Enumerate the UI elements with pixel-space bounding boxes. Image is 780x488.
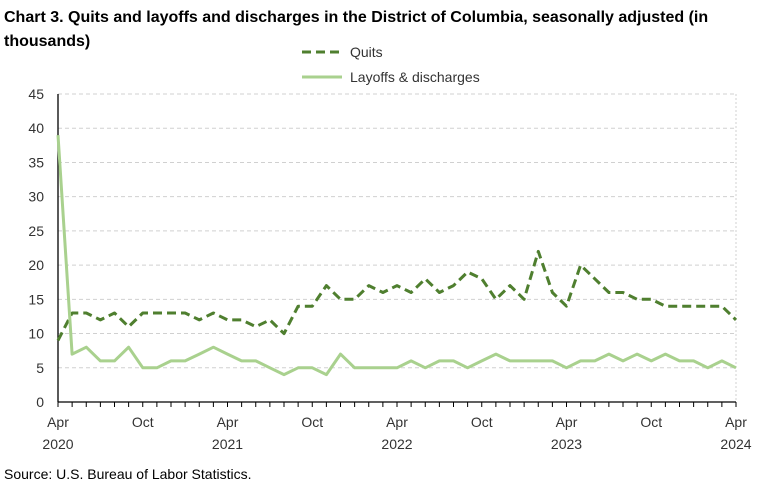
y-tick-label: 0	[36, 394, 44, 410]
legend-label: Layoffs & discharges	[350, 69, 480, 85]
x-tick-label: Oct	[640, 414, 662, 430]
x-tick-label: Apr	[556, 414, 578, 430]
x-tick-year-label: 2023	[551, 436, 582, 452]
series-line-layoffs-discharges	[56, 135, 737, 377]
source-note: Source: U.S. Bureau of Labor Statistics.	[4, 466, 252, 482]
x-tick-label: Apr	[725, 414, 747, 430]
y-tick-label: 35	[28, 154, 44, 170]
x-tick-label: Apr	[217, 414, 239, 430]
y-tick-label: 20	[28, 257, 44, 273]
x-tick-label: Oct	[471, 414, 493, 430]
chart-title: Chart 3. Quits and layoffs and discharge…	[4, 9, 709, 50]
x-tick-year-label: 2021	[212, 436, 243, 452]
x-tick-year-label: 2020	[42, 436, 73, 452]
x-tick-label: Apr	[386, 414, 408, 430]
y-tick-label: 45	[28, 86, 44, 102]
y-tick-label: 40	[28, 120, 44, 136]
legend-label: Quits	[350, 44, 383, 60]
y-tick-label: 10	[28, 326, 44, 342]
x-tick-year-label: 2024	[720, 436, 751, 452]
y-tick-label: 15	[28, 291, 44, 307]
x-tick-year-label: 2022	[381, 436, 412, 452]
y-tick-label: 5	[36, 360, 44, 376]
y-tick-label: 30	[28, 189, 44, 205]
x-tick-label: Oct	[132, 414, 154, 430]
x-tick-label: Oct	[301, 414, 323, 430]
y-tick-label: 25	[28, 223, 44, 239]
x-tick-label: Apr	[47, 414, 69, 430]
